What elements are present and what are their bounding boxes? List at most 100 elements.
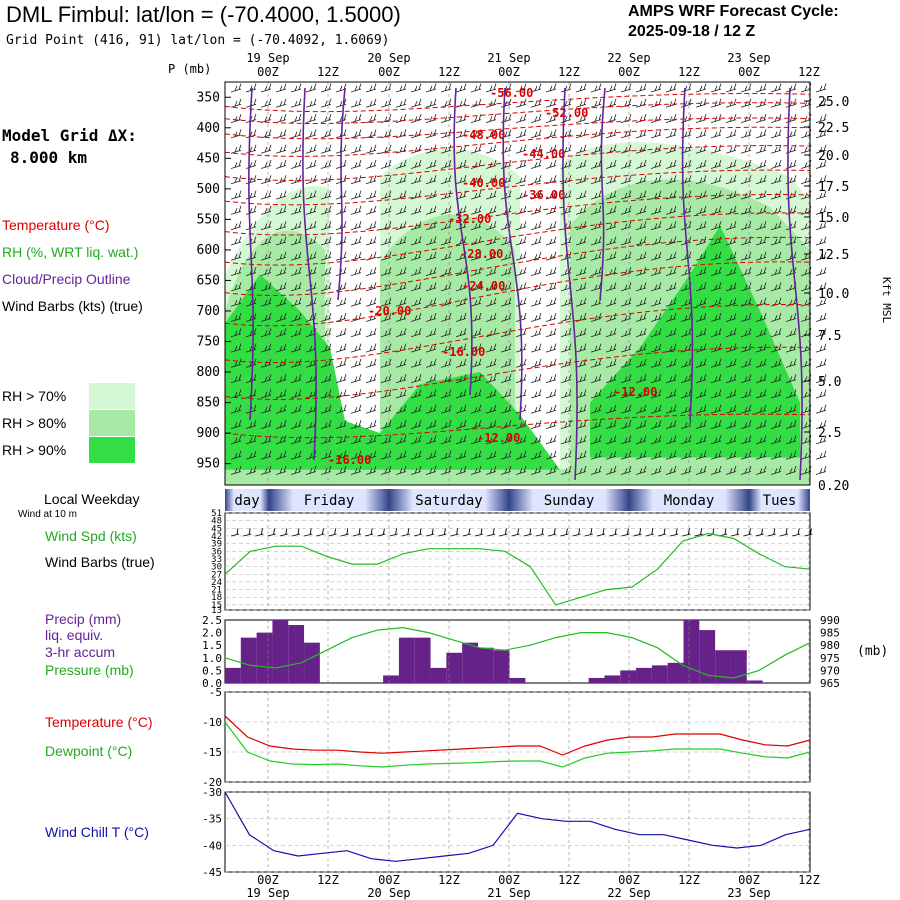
height-tick-label: 12.5 (818, 248, 849, 263)
precip-label: Precip (mm) (45, 611, 122, 627)
wind-barb (590, 83, 602, 93)
wind-barb (380, 328, 392, 338)
wind-barb (590, 251, 602, 261)
wind-barb (605, 343, 617, 353)
wind-barb (560, 266, 572, 276)
wind-barb (335, 312, 347, 322)
wind-barb (695, 205, 707, 215)
wind-barb (335, 465, 347, 475)
bottom-hour-label: 00Z (618, 873, 640, 887)
wind-barb (560, 465, 572, 475)
wind-barb (545, 312, 557, 322)
wind-barb (770, 83, 782, 93)
wind-barb (665, 435, 677, 445)
wind-barb (260, 98, 272, 108)
wind-barb (620, 419, 632, 429)
wind-barb (815, 159, 827, 169)
wind-barb (680, 419, 692, 429)
wind-barb (455, 98, 467, 108)
wind-barb (650, 83, 662, 93)
isotherm (224, 346, 811, 400)
wind-barb (725, 282, 737, 292)
wind-barb (635, 205, 647, 215)
wind-barb (695, 343, 707, 353)
wind-barb (680, 205, 692, 215)
surface-wind-barb (694, 528, 703, 537)
height-tick-label: 5.0 (818, 375, 841, 390)
wind-barb (545, 465, 557, 475)
bottom-date-label: 23 Sep (727, 886, 770, 900)
wind-barb (320, 236, 332, 246)
surface-wind-barb (304, 528, 313, 537)
wind-barb (575, 465, 587, 475)
wind-barb (230, 144, 242, 154)
wind-barb (650, 129, 662, 139)
wind-barb (635, 221, 647, 231)
wind-barb (575, 129, 587, 139)
wind-barb (545, 190, 557, 200)
pressure-tick-label: 900 (197, 426, 220, 441)
wind-barb (485, 175, 497, 185)
wind-barb (305, 236, 317, 246)
wind-barb (635, 404, 647, 414)
wind-barb (380, 374, 392, 384)
wind-barb (740, 190, 752, 200)
wind-barb (410, 328, 422, 338)
wind-barb (740, 374, 752, 384)
wind-barb (815, 129, 827, 139)
surface-wind-barb (352, 528, 362, 537)
wind-barb (365, 297, 377, 307)
wind-barb (365, 312, 377, 322)
wind-barb (560, 83, 572, 93)
wind-barb (350, 144, 362, 154)
wind-barb (815, 236, 827, 246)
wind-barb (320, 328, 332, 338)
wind-barb (425, 236, 437, 246)
surface-wind-barb (657, 528, 667, 537)
wind-barb (800, 144, 812, 154)
wind-barb (815, 205, 827, 215)
wind-barb (455, 175, 467, 185)
wind-barb (395, 113, 407, 123)
wind-barb (560, 221, 572, 231)
wind-barb (305, 435, 317, 445)
wind-barb (770, 343, 782, 353)
precip-bar (746, 680, 763, 683)
wind-barb (680, 435, 692, 445)
wind-barb (650, 98, 662, 108)
wind-barb (710, 266, 722, 276)
wind-barb (275, 159, 287, 169)
wind-barb (545, 328, 557, 338)
wind-barb (530, 221, 542, 231)
wind-barb (785, 129, 797, 139)
wind-barb (740, 144, 752, 154)
wind-barb (770, 389, 782, 399)
wind-barb (635, 358, 647, 368)
wind-barb (530, 251, 542, 261)
wind-barb (485, 113, 497, 123)
wind-barb (635, 312, 647, 322)
top-hour-label: 00Z (498, 65, 520, 79)
wind-barb (530, 236, 542, 246)
wind-barb (575, 389, 587, 399)
wind-barb (650, 465, 662, 475)
wind-barb (470, 435, 482, 445)
wind-barb (470, 312, 482, 322)
wind-barb (650, 374, 662, 384)
forecast-cycle-value: 2025-09-18 / 12 Z (628, 23, 756, 40)
wind-barb (350, 205, 362, 215)
isotherm-label: -56.00 (490, 86, 533, 100)
wind-barb (800, 312, 812, 322)
wind-barb (320, 266, 332, 276)
wind-barb (410, 419, 422, 429)
wind-tick-label: 15 (211, 601, 222, 611)
wind-barb (515, 465, 527, 475)
wind-barb (425, 312, 437, 322)
wind-barb (335, 221, 347, 231)
wind-barb (395, 374, 407, 384)
wind-barb (320, 251, 332, 261)
wind-barb (275, 404, 287, 414)
wind-barb (500, 251, 512, 261)
wind-barb (635, 129, 647, 139)
wind-barb (605, 175, 617, 185)
